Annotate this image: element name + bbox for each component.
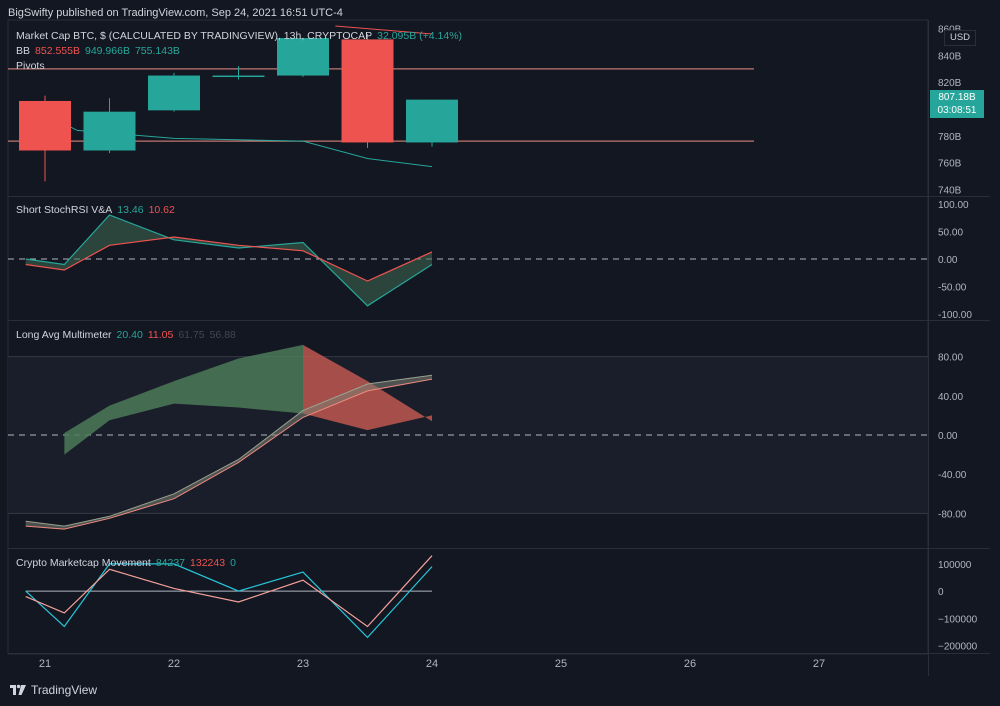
movement-axis-tick: 0 <box>938 587 944 598</box>
stoch-axis-tick: 100.00 <box>938 200 969 211</box>
candle-body <box>406 99 458 143</box>
multimeter-line-4 <box>25 378 433 530</box>
main-pane-change: 32.095B (+4.14%) <box>377 30 463 42</box>
time-axis-tick: 27 <box>813 658 825 670</box>
tradingview-footer[interactable]: TradingView <box>10 683 97 697</box>
price-axis-tick: 840B <box>938 51 962 62</box>
price-axis-tick: 740B <box>938 185 962 196</box>
bb-label: BB <box>16 45 31 57</box>
bb-lower: 755.143B <box>134 45 180 57</box>
movement-legend[interactable]: Crypto Marketcap Movement 84237 132243 0 <box>16 557 241 569</box>
stoch-value-2: 10.62 <box>148 204 175 216</box>
movement-axis-tick: 100000 <box>938 560 972 571</box>
multimeter-value-4: 56.88 <box>209 329 236 341</box>
price-axis-tick: 780B <box>938 132 962 143</box>
multimeter-axis-tick: 0.00 <box>938 431 958 442</box>
movement-axis-tick: −100000 <box>938 614 978 625</box>
stoch-value-1: 13.46 <box>117 204 144 216</box>
multimeter-value-2: 11.05 <box>147 329 174 341</box>
time-axis-tick: 21 <box>39 658 51 670</box>
currency-button[interactable]: USD <box>944 30 976 46</box>
movement-value-1: 84237 <box>155 557 186 569</box>
stoch-line-2 <box>25 236 433 282</box>
multimeter-value-1: 20.40 <box>116 329 143 341</box>
bb-upper-line <box>335 25 433 35</box>
candle-body <box>19 100 71 151</box>
multimeter-axis-tick: 40.00 <box>938 392 963 403</box>
multimeter-value-3: 61.75 <box>178 329 205 341</box>
pivots-legend[interactable]: Pivots <box>16 60 50 72</box>
stoch-axis-tick: 0.00 <box>938 255 958 266</box>
last-price: 807.18B <box>938 92 976 103</box>
multimeter-axis-tick: -40.00 <box>938 470 967 481</box>
bb-legend[interactable]: BB 852.555B 949.966B 755.143B <box>16 45 185 57</box>
multimeter-axis-tick: -80.00 <box>938 509 967 520</box>
multimeter-title: Long Avg Multimeter <box>16 329 112 341</box>
main-pane-title-row: Market Cap BTC, $ (CALCULATED BY TRADING… <box>16 30 467 42</box>
multimeter-band <box>8 356 928 514</box>
movement-axis-tick: −200000 <box>938 642 978 653</box>
movement-line-2 <box>25 555 433 628</box>
stoch-line-1 <box>25 214 433 307</box>
movement-title: Crypto Marketcap Movement <box>16 557 151 569</box>
time-axis-tick: 23 <box>297 658 309 670</box>
stoch-fill <box>25 215 433 306</box>
time-axis-tick: 25 <box>555 658 567 670</box>
price-axis-tick: 760B <box>938 159 962 170</box>
price-axis-tick: 820B <box>938 78 962 89</box>
candle-body <box>148 75 200 111</box>
stoch-axis-tick: 50.00 <box>938 228 963 239</box>
movement-value-2: 132243 <box>190 557 226 569</box>
pivots-label: Pivots <box>16 60 45 72</box>
stoch-axis-tick: -100.00 <box>938 310 972 321</box>
bb-basis: 852.555B <box>35 45 80 57</box>
time-axis-tick: 24 <box>426 658 438 670</box>
publisher-header: BigSwifty published on TradingView.com, … <box>8 7 343 19</box>
tradingview-logo-icon <box>10 684 26 695</box>
movement-line-1 <box>25 563 433 639</box>
multimeter-legend[interactable]: Long Avg Multimeter 20.40 11.05 61.75 56.88 <box>16 329 241 341</box>
movement-value-3: 0 <box>230 557 236 569</box>
candle-body <box>341 39 394 143</box>
bar-countdown: 03:08:51 <box>937 105 977 116</box>
last-price-tag: 807.18B 03:08:51 <box>930 90 984 118</box>
main-pane-title: Market Cap BTC, $ (CALCULATED BY TRADING… <box>16 30 373 42</box>
stoch-axis-tick: -50.00 <box>938 283 967 294</box>
multimeter-axis-tick: 80.00 <box>938 353 963 364</box>
footer-brand: TradingView <box>31 683 98 697</box>
stoch-legend[interactable]: Short StochRSI V&A 13.46 10.62 <box>16 204 180 216</box>
multimeter-fill-green <box>64 344 303 455</box>
time-axis-tick: 26 <box>684 658 696 670</box>
candle-body <box>212 75 265 78</box>
candle-body <box>277 38 329 76</box>
candle-body <box>83 111 136 151</box>
time-axis-tick: 22 <box>168 658 180 670</box>
bb-upper: 949.966B <box>84 45 130 57</box>
stoch-title: Short StochRSI V&A <box>16 204 113 216</box>
multimeter-line-3 <box>25 374 433 527</box>
